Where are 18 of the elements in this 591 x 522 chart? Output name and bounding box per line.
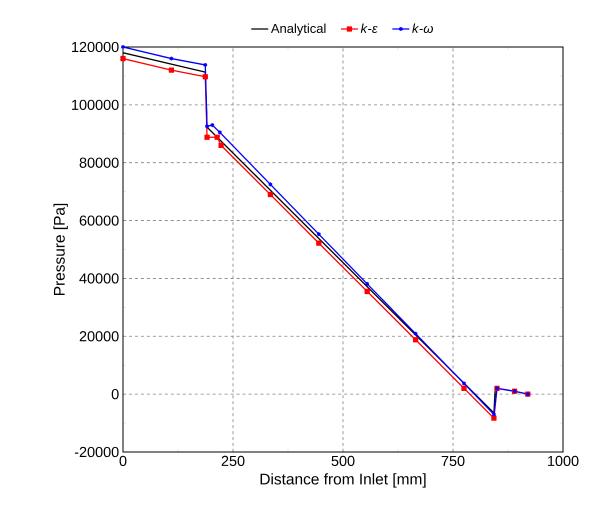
x-tick-label: 250 — [222, 456, 244, 466]
y-tick-label: -20000 — [74, 446, 119, 458]
y-tick-label: 60000 — [80, 215, 119, 226]
y-tick-label: 40000 — [79, 273, 119, 284]
y-tick-label: 20000 — [80, 331, 119, 342]
legend-label: k-ω — [412, 24, 433, 34]
x-axis-title: Distance from Inlet [mm] — [260, 473, 426, 488]
y-tick-label: 100000 — [72, 100, 119, 110]
y-tick-label: 0 — [112, 389, 119, 400]
x-tick-label: 500 — [332, 456, 354, 466]
x-tick-label: 0 — [120, 456, 126, 466]
y-tick-label: 80000 — [80, 158, 119, 168]
y-axis-title: Pressure [Pa] — [53, 204, 68, 296]
y-tick-label: 120000 — [72, 42, 119, 52]
x-tick-label: 750 — [442, 456, 464, 466]
legend-label: k-ε — [360, 24, 378, 34]
legend-label: Analytical — [270, 24, 326, 36]
x-tick-label: 1000 — [548, 456, 578, 466]
